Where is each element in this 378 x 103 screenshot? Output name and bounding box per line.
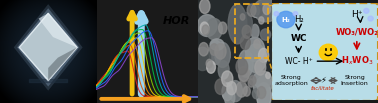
Circle shape bbox=[259, 17, 264, 24]
Circle shape bbox=[263, 4, 271, 15]
Circle shape bbox=[243, 86, 250, 96]
Ellipse shape bbox=[239, 50, 253, 77]
Polygon shape bbox=[19, 13, 77, 80]
Polygon shape bbox=[39, 13, 77, 47]
Text: H$_x$WO$_3$: H$_x$WO$_3$ bbox=[341, 55, 373, 67]
Ellipse shape bbox=[215, 42, 230, 67]
Text: H⁺: H⁺ bbox=[351, 10, 363, 19]
Circle shape bbox=[207, 61, 215, 73]
Circle shape bbox=[222, 71, 233, 87]
Circle shape bbox=[199, 43, 208, 56]
Circle shape bbox=[277, 11, 295, 28]
Text: H₂: H₂ bbox=[282, 17, 290, 23]
Text: WC- H⁺: WC- H⁺ bbox=[285, 57, 313, 66]
Circle shape bbox=[319, 44, 337, 61]
Circle shape bbox=[200, 22, 209, 34]
Ellipse shape bbox=[245, 37, 265, 61]
Ellipse shape bbox=[210, 39, 224, 50]
Circle shape bbox=[239, 66, 249, 81]
Circle shape bbox=[242, 25, 251, 38]
Circle shape bbox=[215, 79, 226, 94]
Text: H₂: H₂ bbox=[294, 15, 304, 24]
Circle shape bbox=[239, 68, 249, 83]
Ellipse shape bbox=[197, 15, 217, 36]
Text: Strong
Insertion: Strong Insertion bbox=[341, 75, 369, 86]
Circle shape bbox=[236, 58, 248, 75]
Ellipse shape bbox=[251, 5, 263, 16]
Circle shape bbox=[249, 76, 256, 85]
Ellipse shape bbox=[195, 47, 211, 71]
Ellipse shape bbox=[253, 74, 271, 97]
Ellipse shape bbox=[228, 4, 247, 44]
Circle shape bbox=[368, 16, 373, 21]
Text: WO₃/WO₂: WO₃/WO₂ bbox=[335, 28, 378, 37]
Ellipse shape bbox=[245, 44, 266, 73]
Polygon shape bbox=[48, 47, 77, 80]
Circle shape bbox=[257, 87, 266, 98]
Text: Strong
adsorption: Strong adsorption bbox=[274, 75, 308, 86]
Ellipse shape bbox=[251, 24, 259, 38]
Ellipse shape bbox=[253, 71, 272, 88]
Ellipse shape bbox=[260, 29, 271, 40]
Ellipse shape bbox=[240, 13, 253, 33]
Circle shape bbox=[248, 79, 254, 87]
Ellipse shape bbox=[209, 40, 222, 64]
Text: ⚡: ⚡ bbox=[320, 75, 326, 84]
FancyBboxPatch shape bbox=[271, 3, 378, 101]
Circle shape bbox=[364, 8, 369, 13]
Circle shape bbox=[259, 48, 269, 62]
Ellipse shape bbox=[225, 90, 235, 103]
Circle shape bbox=[202, 25, 209, 35]
Circle shape bbox=[210, 44, 218, 55]
Circle shape bbox=[254, 39, 260, 49]
Ellipse shape bbox=[257, 83, 271, 103]
Text: HOR: HOR bbox=[162, 16, 190, 26]
Ellipse shape bbox=[253, 0, 279, 22]
Polygon shape bbox=[17, 8, 79, 87]
Circle shape bbox=[240, 36, 250, 50]
Polygon shape bbox=[20, 12, 76, 82]
Ellipse shape bbox=[206, 18, 222, 40]
Circle shape bbox=[293, 12, 298, 16]
Circle shape bbox=[274, 12, 279, 16]
Circle shape bbox=[200, 0, 210, 13]
Ellipse shape bbox=[251, 4, 259, 17]
Text: facilitate: facilitate bbox=[311, 86, 335, 91]
Circle shape bbox=[215, 43, 226, 59]
Polygon shape bbox=[14, 4, 83, 91]
Ellipse shape bbox=[222, 83, 233, 101]
Circle shape bbox=[218, 22, 227, 34]
Circle shape bbox=[240, 14, 245, 20]
Circle shape bbox=[266, 72, 270, 79]
Circle shape bbox=[247, 4, 256, 16]
Circle shape bbox=[206, 59, 212, 68]
Circle shape bbox=[227, 82, 236, 95]
Ellipse shape bbox=[245, 58, 262, 80]
Text: WC: WC bbox=[290, 34, 307, 43]
Ellipse shape bbox=[253, 89, 259, 99]
Circle shape bbox=[255, 60, 266, 75]
Ellipse shape bbox=[218, 61, 229, 79]
Ellipse shape bbox=[228, 81, 242, 102]
Circle shape bbox=[236, 82, 247, 97]
